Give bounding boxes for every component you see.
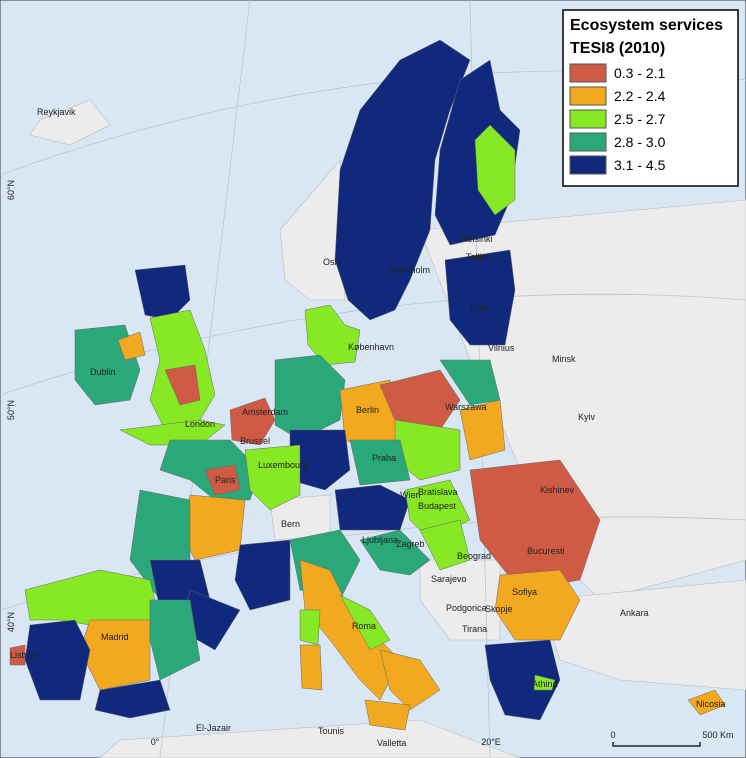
city-label: Athina: [532, 679, 558, 689]
graticule-label: 50°N: [6, 400, 16, 420]
legend-swatch: [569, 132, 607, 152]
city-label: Kishinev: [540, 485, 575, 495]
city-label: Tallinn: [466, 252, 492, 262]
city-label: El-Jazair: [196, 723, 231, 733]
city-label: Brussel: [240, 436, 270, 446]
region: [419, 519, 471, 571]
region: [164, 364, 201, 406]
region: [299, 609, 321, 646]
city-label: Podgorica: [446, 603, 487, 613]
city-label: Sarajevo: [431, 574, 467, 584]
region: [484, 639, 561, 721]
region: [119, 419, 226, 446]
city-label: Paris: [215, 475, 236, 485]
city-label: Madrid: [101, 632, 129, 642]
scale-label: 0: [610, 730, 615, 740]
region: [469, 459, 601, 591]
city-label: Valletta: [377, 738, 406, 748]
scale-bar: 0 500 Km: [610, 730, 734, 747]
city-label: Beograd: [457, 551, 491, 561]
city-label: Stockholm: [388, 265, 430, 275]
legend-subtitle: TESI8 (2010): [570, 40, 665, 57]
city-label: Ljubljana: [362, 535, 398, 545]
region: [229, 397, 276, 446]
legend: Ecosystem services TESI8 (2010) 0.3 - 2.…: [562, 9, 739, 187]
region: [204, 464, 241, 496]
region: [359, 529, 431, 576]
city-label: Ankara: [620, 608, 649, 618]
city-label: Dublin: [90, 367, 116, 377]
city-label: Minsk: [552, 354, 576, 364]
city-label: Kyiv: [578, 412, 596, 422]
legend-label: 3.1 - 4.5: [614, 157, 666, 173]
city-label: Reykjavik: [37, 107, 76, 117]
city-label: København: [348, 342, 394, 352]
region: [459, 399, 506, 461]
region: [244, 444, 301, 511]
city-label: Sofiya: [512, 587, 537, 597]
city-labels: Reykjavik Oslo Stockholm Helsinki Tallinn Rig…: [10, 107, 726, 748]
graticule-label: 0°: [151, 737, 160, 747]
city-label: Bern: [281, 519, 300, 529]
region: [379, 649, 441, 711]
region: [134, 264, 191, 321]
city-label: Bratislava: [418, 487, 458, 497]
legend-label: 2.5 - 2.7: [614, 111, 666, 127]
region: [364, 699, 411, 731]
legend-label: 2.8 - 3.0: [614, 134, 666, 150]
region: [444, 249, 516, 346]
city-label: Riga: [470, 303, 489, 313]
regions: [9, 39, 726, 731]
region: [117, 331, 146, 361]
legend-label: 2.2 - 2.4: [614, 88, 666, 104]
region: [304, 304, 361, 366]
city-label: Berlin: [356, 405, 379, 415]
city-label: Skopje: [485, 604, 513, 614]
region: [299, 644, 323, 691]
city-label: Oslo: [323, 257, 342, 267]
region: [334, 484, 411, 531]
legend-label: 0.3 - 2.1: [614, 65, 666, 81]
region: [234, 539, 291, 611]
city-label: Roma: [352, 621, 376, 631]
city-label: Tounis: [318, 726, 345, 736]
legend-swatch: [569, 63, 607, 83]
city-label: Budapest: [418, 501, 457, 511]
city-label: Vilnius: [488, 343, 515, 353]
city-label: Bucuresti: [527, 546, 565, 556]
legend-title: Ecosystem services: [570, 17, 723, 34]
legend-swatch: [569, 109, 607, 129]
region: [9, 644, 26, 666]
city-label: Nicosia: [696, 699, 726, 709]
region: [339, 594, 391, 651]
city-label: Lisboa: [10, 650, 37, 660]
city-label: Luxembourg: [258, 460, 308, 470]
scale-label: 500 Km: [702, 730, 733, 740]
region: [379, 369, 461, 431]
region: [149, 599, 201, 681]
region: [274, 354, 346, 441]
city-label: Amsterdam: [242, 407, 288, 417]
region: [94, 679, 171, 719]
region: [334, 39, 471, 321]
region: [474, 124, 516, 216]
graticule-label: 20°E: [481, 737, 501, 747]
legend-swatch: [569, 86, 607, 106]
region: [533, 674, 556, 691]
city-label: London: [185, 419, 215, 429]
city-label: Zagreb: [396, 539, 425, 549]
legend-swatch: [569, 155, 607, 175]
city-label: Praha: [372, 453, 396, 463]
city-label: Helsinki: [461, 234, 493, 244]
region: [494, 569, 581, 641]
region: [687, 689, 726, 716]
region: [349, 439, 411, 486]
graticule-label: 40°N: [6, 612, 16, 632]
city-label: Warszawa: [445, 402, 487, 412]
city-label: Wien: [400, 490, 421, 500]
graticule-label: 60°N: [6, 180, 16, 200]
city-label: Tirana: [462, 624, 487, 634]
